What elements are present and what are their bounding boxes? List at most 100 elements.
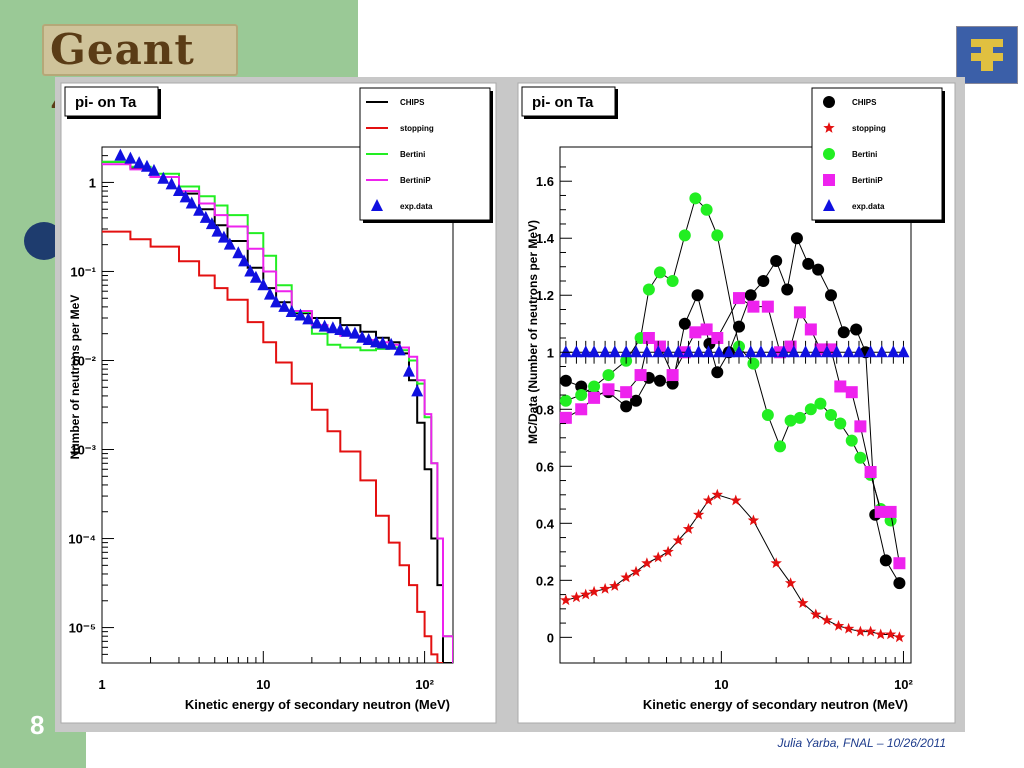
left-point-expdata <box>223 237 236 250</box>
right-point-bertini <box>761 408 774 421</box>
right-y-tick-label: 0.6 <box>536 459 554 474</box>
fermilab-logo-icon <box>956 26 1018 84</box>
right-point-stopping <box>662 545 674 557</box>
right-point-stopping <box>784 577 797 588</box>
right-legend-label: exp.data <box>852 202 885 211</box>
right-point-expdata <box>702 345 715 358</box>
right-point-expdata <box>692 345 705 358</box>
left-y-tick-label: 10⁻² <box>70 353 96 368</box>
right-point-chips <box>837 326 850 339</box>
right-y-tick-label: 0.2 <box>536 573 554 588</box>
right-point-expdata <box>652 345 665 358</box>
left-point-expdata <box>165 177 178 190</box>
right-point-bertini <box>575 389 588 402</box>
right-point-expdata <box>842 345 855 358</box>
left-point-expdata <box>310 316 323 329</box>
right-point-bertinip <box>845 386 858 399</box>
right-point-chips <box>802 257 815 270</box>
left-line-stopping <box>102 230 443 663</box>
right-point-expdata <box>733 345 746 358</box>
right-point-bertini <box>845 434 858 447</box>
right-panel-label-shadow <box>524 116 617 119</box>
right-point-stopping <box>560 594 572 606</box>
left-plot-area: 1 10 10² 1 10⁻¹ 10⁻² 10⁻³ 10⁻⁴ 10⁻⁵ <box>68 148 453 692</box>
right-legend-label: stopping <box>852 124 886 133</box>
right-x-tick-label: 10 <box>714 677 728 692</box>
right-point-bertini <box>653 266 666 279</box>
right-point-expdata <box>630 345 643 358</box>
right-point-bertinip <box>884 505 897 518</box>
right-plot-frame <box>559 146 912 664</box>
right-legend-point-bertinip <box>823 174 835 186</box>
right-point-stopping <box>832 619 845 631</box>
left-legend-label: stopping <box>400 124 434 133</box>
right-point-stopping <box>692 508 705 520</box>
right-x-axis-title: Kinetic energy of secondary neutron (MeV… <box>643 697 908 712</box>
left-point-expdata <box>411 384 424 397</box>
right-point-bertini <box>834 417 847 430</box>
left-point-expdata <box>140 159 153 172</box>
left-legend-label: exp.data <box>400 202 433 211</box>
left-point-expdata <box>238 254 251 267</box>
left-x-tick-label: 10² <box>415 677 434 692</box>
left-point-expdata <box>232 246 245 259</box>
geant4-logo: Geant 4 <box>42 24 238 126</box>
left-y-tick-label: 10⁻⁵ <box>69 621 96 636</box>
left-point-expdata <box>257 278 270 291</box>
right-point-stopping <box>842 622 855 634</box>
right-point-bertinip <box>666 369 679 382</box>
right-point-stopping <box>730 494 742 506</box>
right-point-expdata <box>830 345 843 358</box>
slide-number: 8 <box>30 710 45 740</box>
left-point-expdata <box>285 305 298 318</box>
left-point-expdata <box>185 196 198 209</box>
left-point-expdata <box>147 163 160 176</box>
left-legend-label: BertiniP <box>400 176 431 185</box>
right-point-stopping <box>580 588 592 600</box>
left-series-group <box>102 148 453 663</box>
left-point-expdata <box>179 190 192 203</box>
right-y-tick-label: 1.2 <box>536 288 554 303</box>
right-point-stopping <box>620 571 632 583</box>
plots-svg: 1 10 10² 1 10⁻¹ 10⁻² 10⁻³ 10⁻⁴ 10⁻⁵ 10 10² 0 0.2 0.4… <box>60 82 956 724</box>
right-y-tick-label: 1.4 <box>536 231 555 246</box>
right-point-expdata <box>787 345 800 358</box>
right-point-expdata <box>897 345 910 358</box>
right-point-expdata <box>570 345 583 358</box>
left-point-expdata <box>402 364 415 377</box>
left-point-expdata <box>340 324 353 337</box>
right-point-stopping <box>641 557 653 569</box>
right-point-bertinip <box>642 332 655 345</box>
right-point-bertini <box>602 369 615 382</box>
right-point-expdata <box>744 345 757 358</box>
right-y-tick-label: 1 <box>547 345 554 360</box>
right-point-stopping <box>711 488 723 500</box>
right-point-chips <box>824 289 837 302</box>
right-point-stopping <box>770 557 782 569</box>
left-point-expdata <box>318 319 331 332</box>
left-point-expdata <box>244 264 257 277</box>
right-point-bertinip <box>864 465 877 478</box>
right-point-bertinip <box>733 292 746 305</box>
right-point-stopping <box>821 614 833 626</box>
right-point-bertinip <box>854 420 867 433</box>
left-panel-label-shadow-side <box>158 89 161 119</box>
right-point-expdata <box>809 345 822 358</box>
left-point-expdata <box>376 336 389 349</box>
left-y-tick-label: 1 <box>89 175 96 190</box>
right-point-expdata <box>887 345 900 358</box>
right-legend-point-bertini <box>823 148 835 160</box>
right-point-bertini <box>854 451 867 464</box>
right-point-bertini <box>814 397 827 410</box>
right-y-tick-label: 1.6 <box>536 174 554 189</box>
left-point-expdata <box>326 321 339 334</box>
left-y-tick-label: 10⁻⁴ <box>68 532 96 547</box>
right-y-axis-title: MC/Data (Number of neutrons per MeV) <box>526 220 540 444</box>
right-point-stopping <box>854 625 867 637</box>
right-point-stopping <box>630 565 642 577</box>
right-point-bertinip <box>893 557 906 570</box>
right-point-stopping <box>682 523 695 534</box>
left-point-expdata <box>199 210 212 223</box>
right-point-bertini <box>588 380 601 393</box>
right-point-expdata <box>599 345 612 358</box>
